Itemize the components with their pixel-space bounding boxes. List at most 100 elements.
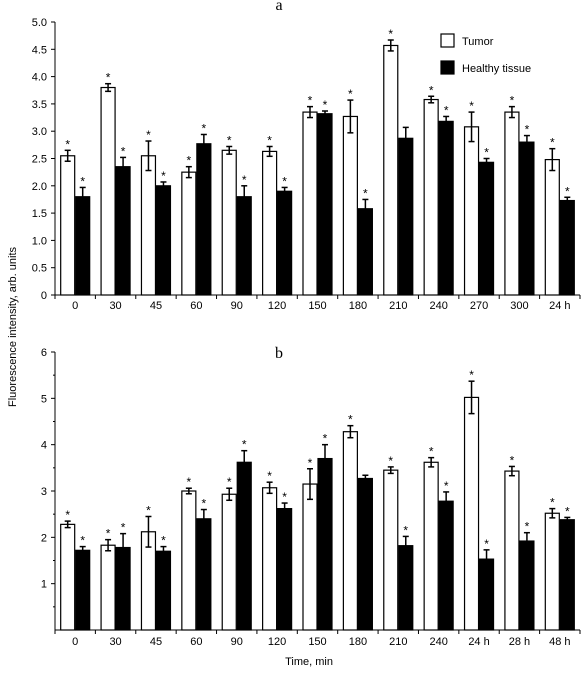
tumor-bar: [463, 396, 480, 631]
legend-swatch-healthy: [440, 60, 455, 75]
y-tick-label: 1.5: [32, 208, 47, 220]
healthy-bar: [75, 196, 91, 296]
healthy-bar: [519, 141, 535, 296]
significance-star: *: [121, 521, 126, 535]
tumor-bar: [60, 523, 76, 631]
panel-b-label: b: [275, 345, 283, 362]
x-tick-label: 24 h: [468, 636, 489, 648]
y-tick-label: 2.5: [32, 154, 47, 166]
significance-star: *: [550, 136, 555, 150]
significance-star: *: [202, 497, 207, 511]
healthy-bar: [236, 196, 252, 296]
y-tick-label: 5: [41, 393, 47, 405]
y-tick-label: 1: [41, 579, 47, 591]
legend-swatch-tumor: [440, 33, 455, 48]
significance-star: *: [348, 87, 353, 101]
x-tick-label: 300: [510, 300, 528, 312]
x-tick-label: 45: [150, 300, 162, 312]
healthy-bar: [357, 208, 373, 296]
tumor-bar: [423, 98, 439, 296]
significance-star: *: [565, 184, 570, 198]
significance-star: *: [65, 137, 70, 151]
significance-star: *: [187, 154, 192, 168]
y-tick-label: 0.5: [32, 263, 47, 275]
significance-star: *: [187, 475, 192, 489]
significance-star: *: [282, 174, 287, 188]
legend: Tumor Healthy tissue: [440, 33, 531, 75]
healthy-bar: [277, 508, 293, 631]
x-tick-label: 60: [190, 300, 202, 312]
x-tick-label: 210: [389, 636, 407, 648]
x-tick-label: 0: [72, 636, 78, 648]
significance-star: *: [363, 186, 368, 200]
tumor-bar: [383, 44, 399, 296]
y-tick-label: 2.0: [32, 181, 47, 193]
healthy-bar: [317, 113, 333, 296]
significance-star: *: [308, 94, 313, 108]
significance-star: *: [444, 103, 449, 117]
x-tick-label: 180: [349, 636, 367, 648]
significance-star: *: [429, 83, 434, 97]
healthy-bar: [357, 477, 373, 631]
significance-star: *: [227, 475, 232, 489]
healthy-bar: [559, 199, 575, 296]
significance-star: *: [242, 173, 247, 187]
y-tick-label: 3: [41, 486, 47, 498]
tumor-bar: [504, 470, 520, 631]
healthy-bar: [398, 137, 414, 296]
significance-star: *: [469, 99, 474, 113]
tumor-bar: [463, 126, 480, 296]
significance-star: *: [565, 504, 570, 518]
significance-star: *: [308, 456, 313, 470]
significance-star: *: [65, 508, 70, 522]
healthy-bar: [277, 190, 293, 296]
x-tick-label: 28 h: [509, 636, 530, 648]
significance-star: *: [323, 432, 328, 446]
x-tick-label: 180: [349, 300, 367, 312]
tumor-bar: [342, 431, 358, 631]
x-tick-label: 30: [109, 300, 121, 312]
healthy-bar: [196, 143, 212, 296]
tumor-bar: [302, 483, 318, 631]
significance-star: *: [388, 454, 393, 468]
significance-star: *: [80, 174, 85, 188]
healthy-bar: [236, 461, 252, 631]
y-tick-label: 4: [41, 440, 47, 452]
y-axis-title: Fluorescence intensity, arb. units: [7, 247, 19, 407]
healthy-bar: [155, 185, 172, 296]
healthy-bar: [155, 550, 172, 631]
significance-star: *: [106, 71, 111, 85]
x-tick-label: 45: [150, 636, 162, 648]
healthy-bar: [75, 549, 91, 631]
tumor-bar: [262, 487, 278, 631]
significance-star: *: [444, 479, 449, 493]
legend-label-tumor: Tumor: [462, 36, 494, 48]
significance-star: *: [106, 527, 111, 541]
significance-star: *: [146, 128, 151, 142]
tumor-bar: [100, 86, 116, 296]
significance-star: *: [146, 503, 151, 517]
y-tick-label: 4.0: [32, 72, 47, 84]
healthy-bar: [115, 166, 131, 296]
healthy-bar: [398, 545, 414, 631]
x-tick-label: 120: [268, 300, 286, 312]
tumor-bar: [544, 158, 560, 296]
x-tick-label: 210: [389, 300, 407, 312]
significance-star: *: [525, 520, 530, 534]
panel-a-label: a: [275, 0, 282, 14]
x-tick-label: 150: [308, 636, 326, 648]
significance-star: *: [227, 133, 232, 147]
y-tick-label: 0: [41, 290, 47, 302]
x-tick-label: 240: [429, 300, 447, 312]
y-tick-label: 3.0: [32, 126, 47, 138]
significance-star: *: [525, 123, 530, 137]
x-tick-label: 150: [308, 300, 326, 312]
x-tick-label: 60: [190, 636, 202, 648]
x-axis-title: Time, min: [285, 656, 333, 668]
panel-a: 0 0.5 1.0 1.5 2.0 2.5 3.0 3.5 4.0 4.5 5.0 0 30 45 60 90…: [32, 17, 581, 312]
x-tick-label: 0: [72, 300, 78, 312]
significance-star: *: [282, 490, 287, 504]
significance-star: *: [550, 496, 555, 510]
y-tick-label: 1.0: [32, 235, 47, 247]
